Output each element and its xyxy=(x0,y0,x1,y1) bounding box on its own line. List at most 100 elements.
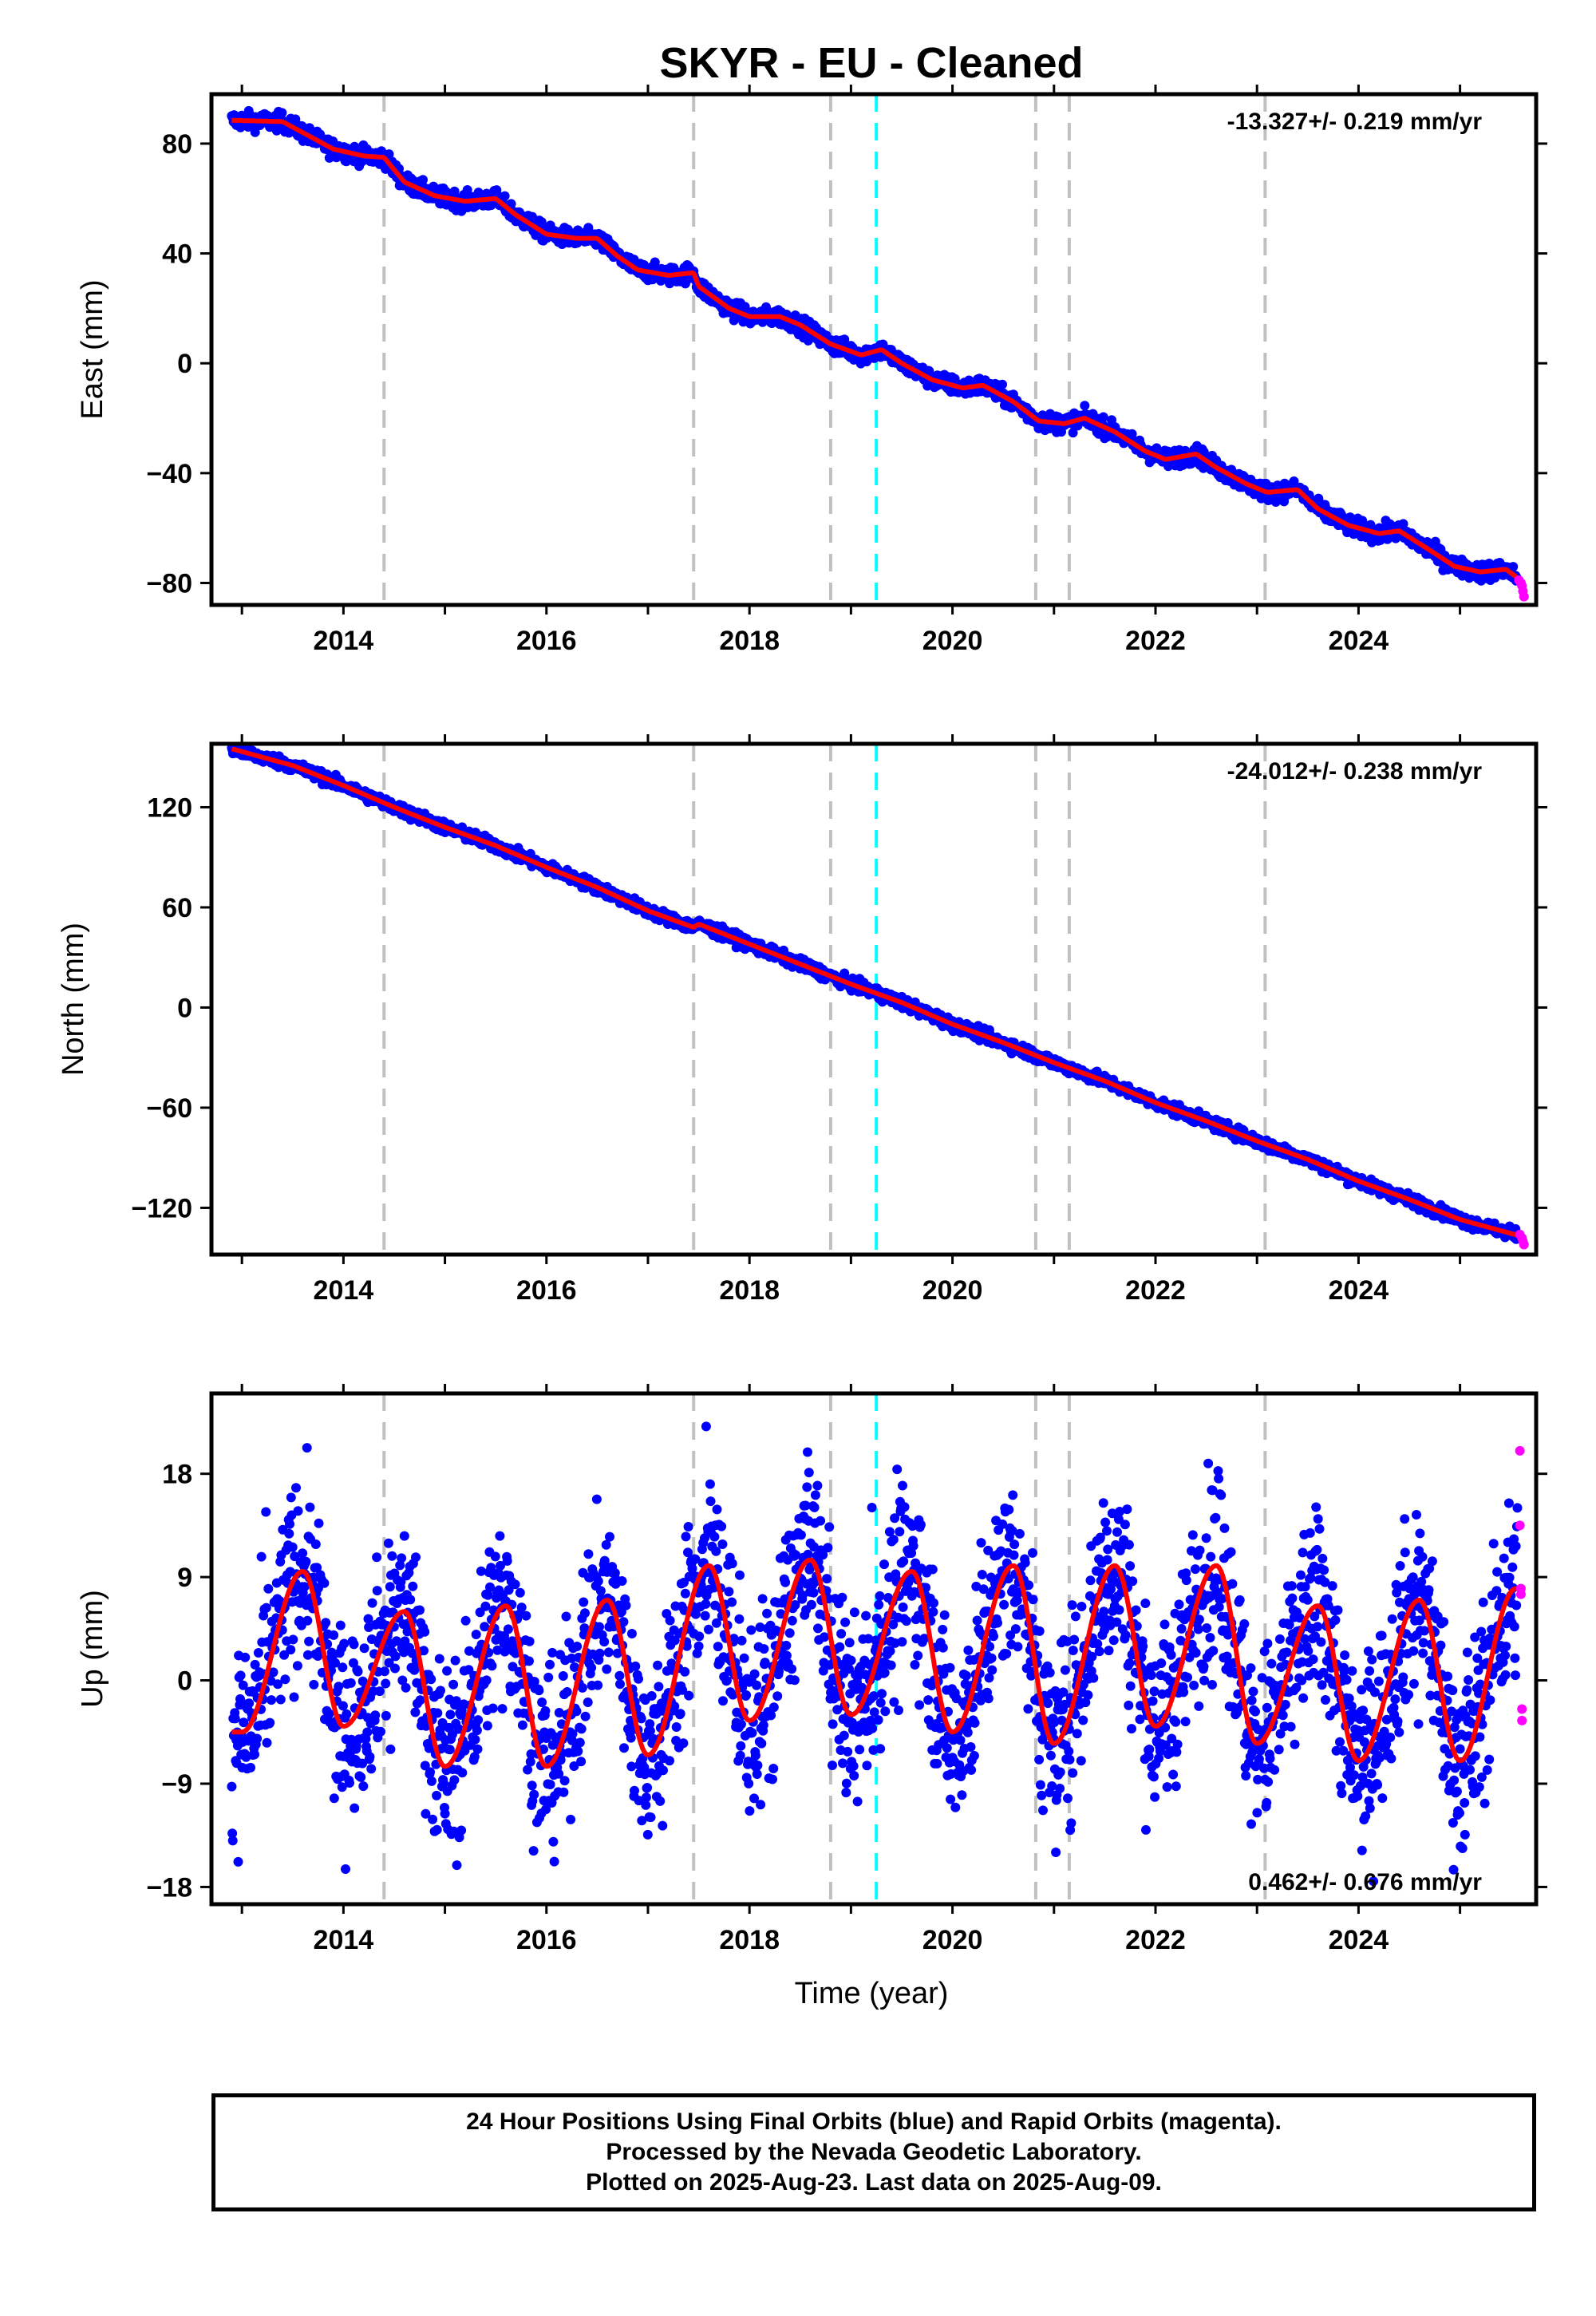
up-data-point xyxy=(353,1666,363,1677)
north-rapid-point xyxy=(1519,1239,1529,1250)
east-data-point xyxy=(839,334,850,345)
up-data-point xyxy=(233,1856,243,1867)
up-data-point xyxy=(412,1678,422,1688)
up-data-point xyxy=(279,1650,290,1660)
up-data-point xyxy=(426,1776,437,1786)
up-data-point xyxy=(397,1553,407,1563)
up-plot-area xyxy=(227,1393,1527,1904)
up-data-point xyxy=(420,1626,430,1637)
up-final-orbit-points xyxy=(227,1421,1523,1887)
up-data-point xyxy=(396,1577,406,1587)
north-y-tick-label: 0 xyxy=(177,993,192,1023)
up-data-point xyxy=(362,1727,373,1737)
up-data-point xyxy=(381,1678,391,1689)
up-data-point xyxy=(345,1778,354,1788)
up-data-point xyxy=(227,1828,238,1839)
up-data-point xyxy=(385,1582,395,1592)
east-y-tick-label: 40 xyxy=(162,239,192,270)
up-data-point xyxy=(370,1710,381,1721)
up-data-point xyxy=(365,1752,375,1762)
up-data-point xyxy=(383,1538,393,1548)
up-data-point xyxy=(293,1506,303,1516)
figure-title: SKYR - EU - Cleaned xyxy=(659,39,1083,87)
up-data-point xyxy=(372,1586,382,1596)
up-data-point xyxy=(265,1717,275,1728)
north-x-tick-label: 2022 xyxy=(1125,1275,1186,1306)
up-data-point xyxy=(288,1634,298,1645)
north-y-tick-label: 120 xyxy=(147,792,192,823)
up-data-point xyxy=(390,1663,400,1674)
up-data-point xyxy=(433,1708,443,1718)
east-data-point xyxy=(1068,428,1078,438)
east-data-point xyxy=(418,175,428,185)
north-x-tick-label: 2020 xyxy=(922,1275,983,1306)
east-data-point xyxy=(998,379,1007,389)
east-data-point xyxy=(1398,519,1408,529)
east-data-point xyxy=(492,185,502,196)
up-data-point xyxy=(302,1650,313,1660)
east-y-axis-label: East (mm) xyxy=(76,279,109,419)
up-data-point xyxy=(440,1808,450,1819)
up-data-point xyxy=(321,1618,331,1628)
up-data-point xyxy=(387,1551,397,1561)
up-data-point xyxy=(275,1694,286,1705)
east-plot-area xyxy=(227,94,1529,605)
up-data-point xyxy=(246,1762,255,1773)
up-data-point xyxy=(310,1539,321,1549)
east-x-tick-label: 2014 xyxy=(314,626,374,656)
up-data-point xyxy=(273,1679,283,1690)
up-data-point xyxy=(227,1781,237,1792)
up-data-point xyxy=(436,1686,445,1696)
north-model-fit-line xyxy=(231,746,1522,1239)
up-data-point xyxy=(445,1709,456,1720)
up-data-point xyxy=(374,1686,385,1697)
up-data-point xyxy=(312,1563,322,1573)
up-data-point xyxy=(363,1614,373,1624)
up-data-point xyxy=(263,1583,274,1594)
up-data-point xyxy=(358,1676,368,1686)
up-data-point xyxy=(268,1667,279,1678)
up-data-point xyxy=(342,1709,352,1719)
up-data-point xyxy=(252,1733,263,1744)
up-data-point xyxy=(230,1713,240,1724)
east-data-point xyxy=(1508,562,1519,572)
up-data-point xyxy=(381,1710,391,1721)
up-data-point xyxy=(305,1502,315,1512)
up-data-point xyxy=(290,1551,300,1562)
up-data-point xyxy=(286,1645,296,1655)
up-data-point xyxy=(285,1519,294,1529)
east-y-tick-label: 80 xyxy=(162,129,192,160)
up-data-point xyxy=(444,1745,455,1755)
up-data-point xyxy=(319,1578,330,1588)
up-data-point xyxy=(284,1528,294,1539)
up-data-point xyxy=(425,1767,435,1777)
up-data-point xyxy=(410,1707,421,1717)
up-data-point xyxy=(391,1636,401,1646)
north-rapid-orbit-points xyxy=(1515,1229,1529,1250)
east-data-point xyxy=(1080,401,1090,411)
up-data-point xyxy=(449,1775,460,1785)
north-y-axis-label: North (mm) xyxy=(57,923,90,1076)
up-data-point xyxy=(390,1651,401,1662)
up-data-point xyxy=(244,1698,255,1709)
north-plot-area xyxy=(227,744,1529,1255)
up-data-point xyxy=(314,1518,324,1528)
up-data-point xyxy=(250,1749,259,1760)
north-x-tick-label: 2018 xyxy=(719,1275,780,1306)
up-data-point xyxy=(292,1661,302,1671)
up-data-point xyxy=(415,1605,425,1615)
up-data-point xyxy=(338,1701,348,1711)
up-data-point xyxy=(405,1595,416,1605)
up-data-point xyxy=(301,1556,311,1567)
up-data-point xyxy=(438,1777,448,1788)
up-data-point xyxy=(411,1552,421,1563)
up-data-point xyxy=(426,1674,437,1685)
up-data-point xyxy=(432,1790,442,1800)
up-data-point xyxy=(302,1443,312,1453)
up-data-point xyxy=(385,1744,396,1754)
up-data-point xyxy=(415,1695,425,1705)
east-x-tick-label: 2016 xyxy=(516,626,577,656)
up-data-point xyxy=(424,1743,434,1753)
